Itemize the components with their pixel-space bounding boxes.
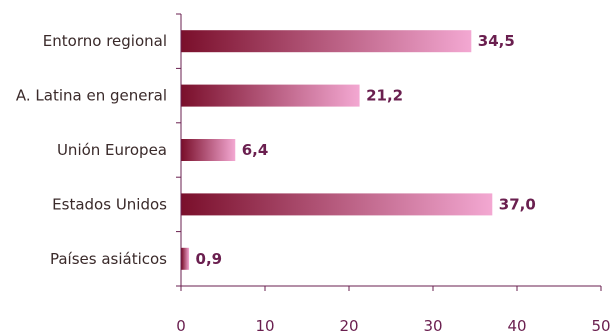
value-label: 34,5 bbox=[478, 32, 515, 50]
value-label: 0,9 bbox=[196, 250, 223, 268]
bars-layer bbox=[181, 30, 493, 270]
value-label: 37,0 bbox=[499, 195, 536, 213]
category-label: A. Latina en general bbox=[16, 87, 167, 105]
category-label: Estados Unidos bbox=[52, 195, 167, 213]
x-tick-label: 0 bbox=[176, 317, 186, 333]
labels-layer: 0 10 20 30 40 50 Entorno regional 34,5 A. Latina… bbox=[16, 32, 611, 333]
category-label: Unión Europea bbox=[57, 141, 167, 159]
category-label: Entorno regional bbox=[43, 32, 167, 50]
bar bbox=[181, 84, 360, 107]
x-tick-label: 30 bbox=[423, 317, 442, 333]
value-label: 6,4 bbox=[242, 141, 269, 159]
bar bbox=[181, 139, 236, 161]
x-tick-label: 40 bbox=[507, 317, 526, 333]
axis-layer bbox=[176, 13, 602, 291]
value-label: 21,2 bbox=[366, 87, 403, 105]
x-tick-label: 20 bbox=[339, 317, 358, 333]
category-label: Países asiáticos bbox=[50, 250, 167, 268]
bar bbox=[181, 247, 190, 270]
x-tick-label: 10 bbox=[255, 317, 274, 333]
x-tick-label: 50 bbox=[591, 317, 610, 333]
bar bbox=[181, 30, 472, 53]
bar bbox=[181, 193, 493, 216]
